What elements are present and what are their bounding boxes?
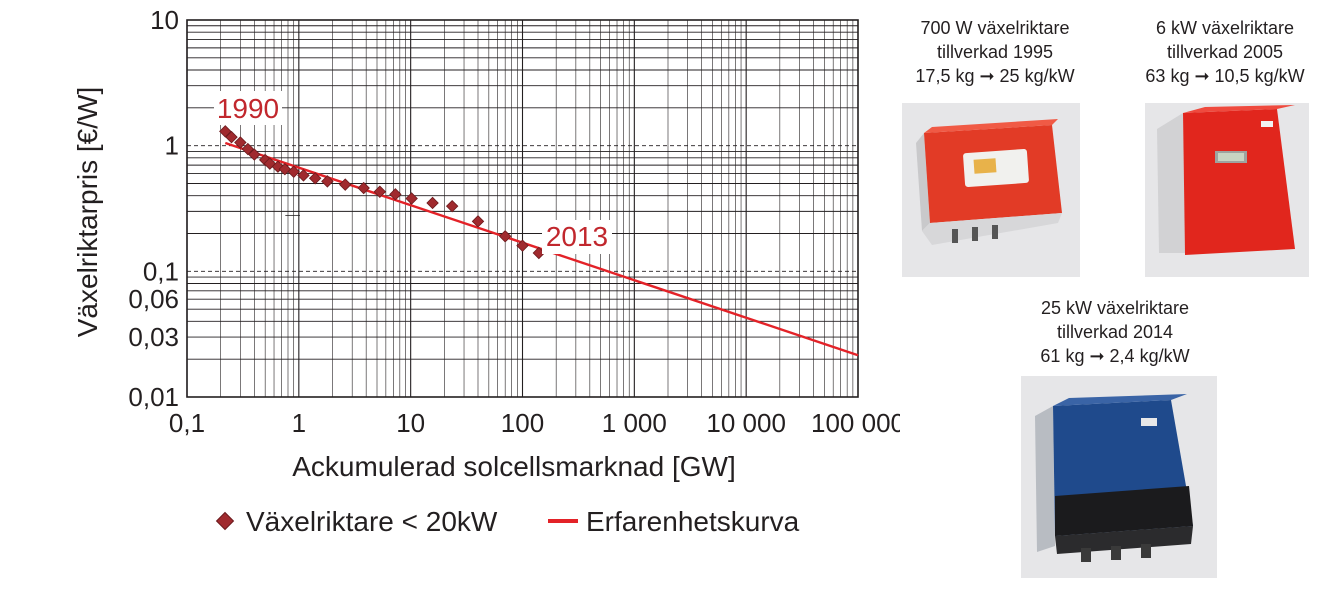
caption-line: tillverkad 1995 (936, 42, 1054, 62)
data-points-layer (219, 125, 546, 260)
inverter-700w-image (902, 103, 1080, 277)
caption-line: 63 kg ➞ 10,5 kg/kW (1145, 66, 1305, 86)
data-point (389, 188, 402, 201)
caption-line: 17,5 kg ➞ 25 kg/kW (915, 66, 1075, 86)
experience-curve-line (224, 141, 859, 357)
caption-line: tillverkad 2005 (1166, 42, 1284, 62)
caption-line: 25 kW växelriktare (1040, 298, 1190, 318)
x-tick-label: 0,1 (169, 408, 205, 438)
x-tick-label: 100 (501, 408, 544, 438)
experience-curve-layer (224, 141, 859, 357)
y-tick-label: 0,01 (128, 382, 179, 412)
legend-label-scatter: Växelriktare < 20kW (246, 506, 498, 537)
data-point (339, 178, 352, 191)
legend-label-line: Erfarenhetskurva (586, 506, 800, 537)
legend: Växelriktare < 20kW Erfarenhetskurva (215, 506, 800, 537)
data-point (297, 169, 310, 182)
data-point (426, 196, 439, 210)
legend-marker-diamond (215, 511, 235, 531)
annotation-box (214, 91, 282, 125)
data-point (219, 125, 232, 138)
y-tick-label: 1 (165, 131, 179, 161)
x-tick-label: 10 (396, 408, 425, 438)
data-point (225, 130, 238, 144)
y-axis-title: Växelriktarpris [€/W] (72, 87, 103, 338)
data-point (308, 172, 322, 185)
product-caption-25kw: 25 kW växelriktare tillverkad 2014 61 kg… (1010, 296, 1220, 368)
inverter-6kw-image (1145, 103, 1309, 277)
product-caption-700w: 700 W växelriktare tillverkad 1995 17,5 … (900, 16, 1090, 88)
data-point (405, 192, 418, 205)
x-axis-title: Ackumulerad solcellsmarknad [GW] (292, 451, 735, 482)
caption-line: 6 kW växelriktare (1155, 18, 1295, 38)
inverter-25kw-image (1021, 376, 1217, 578)
data-point (445, 199, 459, 213)
y-tick-label: 0,03 (128, 322, 179, 352)
x-tick-label: 1 000 (602, 408, 667, 438)
x-tick-label: 100 000 (811, 408, 900, 438)
y-tick-label: 10 (150, 5, 179, 35)
plot-frame (186, 19, 859, 398)
data-point (471, 215, 485, 228)
caption-line: tillverkad 2014 (1056, 322, 1174, 342)
annotation-box (542, 220, 612, 254)
x-tick-label: 1 (292, 408, 306, 438)
data-point (321, 175, 334, 188)
chart-grid (186, 20, 858, 398)
data-point (248, 148, 261, 161)
annotation-2013: 2013 (546, 221, 608, 252)
data-point (532, 246, 546, 260)
caption-line: 700 W växelriktare (920, 18, 1070, 38)
x-tick-label: 10 000 (706, 408, 786, 438)
data-point (241, 142, 255, 156)
x-axis-ticks: 0,1 1 10 100 1 000 10 000 100 000 (169, 408, 900, 438)
data-point (516, 239, 529, 252)
product-caption-6kw: 6 kW växelriktare tillverkad 2005 63 kg … (1125, 16, 1325, 88)
data-point (234, 136, 247, 149)
caption-line: 61 kg ➞ 2,4 kg/kW (1040, 346, 1190, 366)
data-point (373, 185, 387, 198)
data-point (287, 165, 300, 178)
y-tick-label: 0,1 (143, 256, 179, 286)
annotation-1990: 1990 (217, 93, 279, 124)
data-point (498, 230, 512, 243)
data-point (278, 162, 292, 176)
y-tick-label: 0,06 (128, 284, 179, 314)
plot-border (186, 19, 859, 398)
annotations-layer: 1990 2013 (214, 91, 612, 254)
data-point (357, 181, 370, 195)
y-axis-ticks: 10 1 0,10,06 0,03 0,01 (128, 5, 179, 412)
